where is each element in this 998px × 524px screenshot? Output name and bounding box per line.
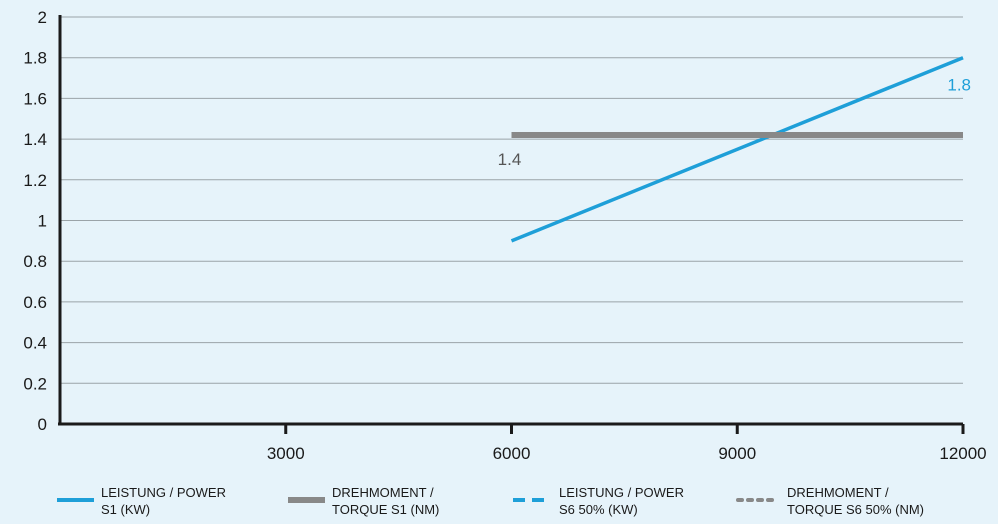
y-tick-label: 0.6 <box>23 293 47 312</box>
y-tick-label: 1.4 <box>23 130 47 149</box>
y-tick-label: 0.4 <box>23 334 47 353</box>
y-tick-label: 1.8 <box>23 49 47 68</box>
grid-lines <box>60 16 963 384</box>
legend-label: TORQUE S1 (NM) <box>332 502 439 517</box>
y-tick-label: 1.6 <box>23 89 47 108</box>
y-tick-label: 0.2 <box>23 374 47 393</box>
data-label: 1.4 <box>498 150 522 169</box>
y-tick-label: 1.2 <box>23 171 47 190</box>
series-line-1 <box>510 56 964 243</box>
x-tick-label: 6000 <box>493 444 531 463</box>
legend-label: LEISTUNG / POWER <box>101 485 226 500</box>
x-tick-label: 9000 <box>718 444 756 463</box>
y-tick-label: 0 <box>38 415 47 434</box>
legend: LEISTUNG / POWER S1 (KW) DREHMOMENT / TORQU… <box>57 485 924 517</box>
legend-label: S1 (KW) <box>101 502 150 517</box>
legend-label: LEISTUNG / POWER <box>559 485 684 500</box>
legend-label: DREHMOMENT / <box>787 485 889 500</box>
data-label: 1.8 <box>947 76 971 95</box>
y-tick-label: 0.8 <box>23 252 47 271</box>
y-tick-label: 2 <box>38 8 47 27</box>
x-tick-label: 12000 <box>939 444 986 463</box>
axes <box>58 15 965 434</box>
x-tick-label: 3000 <box>267 444 305 463</box>
annotations: 1.4 1.8 <box>498 76 971 169</box>
legend-label: DREHMOMENT / <box>332 485 434 500</box>
legend-label: S6 50% (KW) <box>559 502 638 517</box>
y-tick-label: 1 <box>38 212 47 231</box>
legend-label: TORQUE S6 50% (NM) <box>787 502 924 517</box>
tick-labels: 0 0.2 0.4 0.6 0.8 1 1.2 1.4 1.6 1.8 2 3000 6000 9000 1… <box>23 8 986 463</box>
series-lines <box>510 56 964 243</box>
